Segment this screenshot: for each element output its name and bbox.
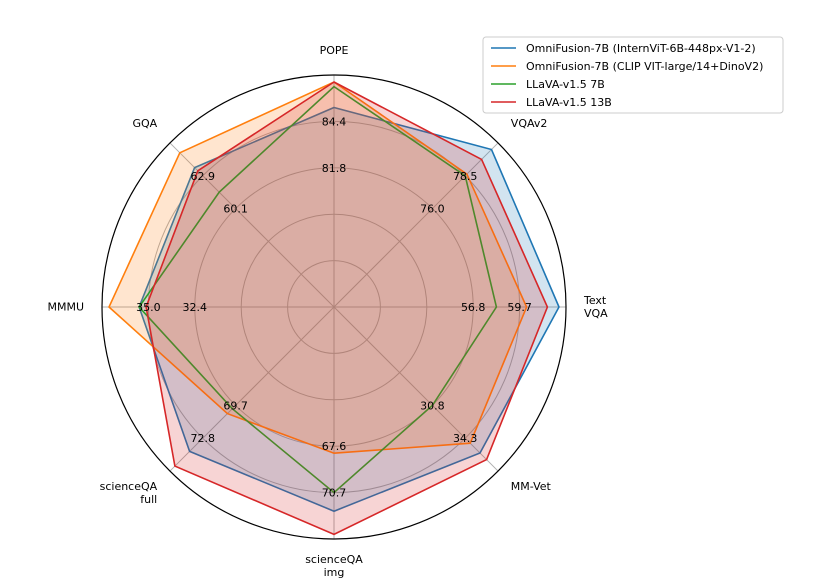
- radar-tick-labels: 81.8 84.4 76.0 78.5 56.8 59.7 30.8 34.3 67.6 70.7…: [136, 115, 532, 499]
- axis-label-line: Text: [583, 294, 607, 307]
- axis-label: GQA: [132, 117, 157, 130]
- legend-entry: OmniFusion-7B (CLIP VIT-large/14+DinoV2): [491, 60, 763, 73]
- tick-label: 30.8: [420, 399, 445, 412]
- legend-frame: [482, 36, 784, 114]
- tick-label: 72.8: [191, 432, 216, 445]
- axis-label: scienceQA img: [305, 553, 363, 579]
- axis-label: Text VQA: [583, 294, 608, 320]
- axis-label-line: VQAv2: [511, 117, 548, 130]
- radar-series-group: [108, 81, 560, 536]
- tick-label: 78.5: [453, 170, 478, 183]
- series-polygon: [145, 81, 549, 536]
- legend-label: OmniFusion-7B (CLIP VIT-large/14+DinoV2): [526, 60, 763, 73]
- tick-label: 56.8: [461, 301, 486, 314]
- tick-label: 62.9: [191, 170, 216, 183]
- axis-label-line: full: [140, 493, 157, 506]
- axis-label: MM-Vet: [511, 480, 552, 493]
- series-polygon: [138, 106, 560, 513]
- grid-spoke: [169, 306, 335, 472]
- tick-label: 32.4: [183, 301, 208, 314]
- legend: OmniFusion-7B (InternViT-6B-448px-V1-2) …: [482, 36, 784, 114]
- legend-entry: OmniFusion-7B (InternViT-6B-448px-V1-2): [491, 42, 756, 55]
- axis-label-line: MMMU: [47, 301, 84, 314]
- axis-label: scienceQA full: [100, 480, 158, 506]
- axis-label-line: scienceQA: [305, 553, 363, 566]
- tick-label: 69.7: [223, 399, 248, 412]
- series-polygon: [108, 81, 528, 455]
- legend-entry: LLaVA-v1.5 13B: [491, 96, 612, 109]
- outer-frame: [101, 74, 567, 540]
- axis-label-line: img: [324, 566, 345, 579]
- axis-label: VQAv2: [511, 117, 548, 130]
- axis-label: POPE: [320, 44, 349, 57]
- tick-label: 81.8: [322, 162, 347, 175]
- axis-label-line: POPE: [320, 44, 349, 57]
- axis-label: MMMU: [47, 301, 84, 314]
- tick-label: 34.3: [453, 432, 478, 445]
- tick-label: 67.6: [322, 440, 347, 453]
- tick-label: 70.7: [322, 487, 347, 500]
- axis-label-line: GQA: [132, 117, 157, 130]
- grid-spoke: [333, 142, 499, 308]
- axis-label-line: scienceQA: [100, 480, 158, 493]
- axis-label-line: MM-Vet: [511, 480, 552, 493]
- legend-entry: LLaVA-v1.5 7B: [491, 78, 605, 91]
- series-polygon: [138, 85, 498, 494]
- legend-label: OmniFusion-7B (InternViT-6B-448px-V1-2): [526, 42, 756, 55]
- tick-label: 59.7: [507, 301, 532, 314]
- tick-label: 35.0: [136, 301, 161, 314]
- axis-label-line: VQA: [584, 307, 608, 320]
- legend-label: LLaVA-v1.5 7B: [526, 78, 605, 91]
- tick-label: 60.1: [223, 203, 248, 216]
- legend-label: LLaVA-v1.5 13B: [526, 96, 612, 109]
- tick-label: 84.4: [322, 115, 347, 128]
- tick-label: 76.0: [420, 203, 445, 216]
